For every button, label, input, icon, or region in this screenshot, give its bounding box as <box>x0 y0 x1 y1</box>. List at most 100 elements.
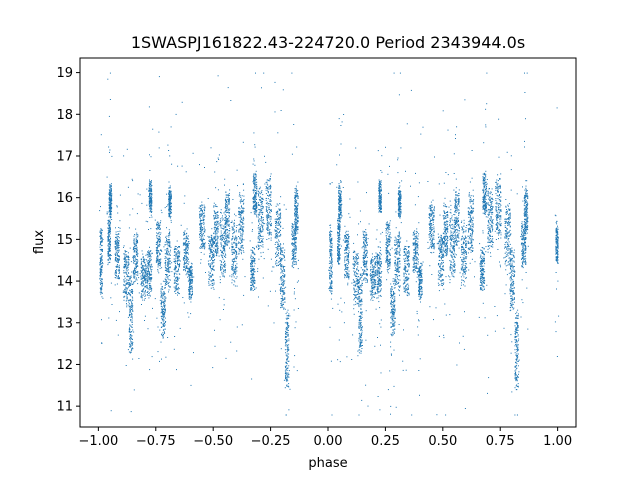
data-point <box>284 270 285 271</box>
data-point <box>229 209 230 210</box>
data-point <box>266 206 267 207</box>
data-point <box>256 192 257 193</box>
data-point <box>199 211 200 212</box>
data-point <box>229 241 230 242</box>
data-point <box>111 183 112 184</box>
data-point <box>111 219 112 220</box>
data-point <box>125 251 126 252</box>
data-point <box>224 251 225 252</box>
data-point <box>228 87 229 88</box>
data-point <box>258 246 259 247</box>
data-point <box>165 310 166 311</box>
data-point <box>201 259 202 260</box>
data-point <box>168 239 169 240</box>
data-point <box>143 283 144 284</box>
data-point <box>141 295 142 296</box>
data-point <box>109 199 110 200</box>
data-point <box>263 238 264 239</box>
data-point <box>223 218 224 219</box>
data-point <box>116 232 117 233</box>
data-point <box>174 276 175 277</box>
data-point <box>258 259 259 260</box>
data-point <box>229 193 230 194</box>
data-point <box>168 260 169 261</box>
data-point <box>109 150 110 151</box>
data-point <box>110 186 111 187</box>
data-point <box>161 304 162 305</box>
data-point <box>151 265 152 266</box>
data-point <box>187 238 188 239</box>
data-point <box>280 226 281 227</box>
data-point <box>135 268 136 269</box>
data-point <box>184 238 185 239</box>
data-point <box>144 320 145 321</box>
data-point <box>149 208 150 209</box>
data-point <box>176 369 177 370</box>
data-point <box>178 288 179 289</box>
data-point <box>237 170 238 171</box>
data-point <box>169 197 170 198</box>
data-point <box>190 274 191 275</box>
data-point <box>223 253 224 254</box>
data-point <box>252 256 253 257</box>
data-point <box>266 239 267 240</box>
data-point <box>162 310 163 311</box>
data-point <box>166 282 167 283</box>
data-point <box>134 276 135 277</box>
data-point <box>129 343 130 344</box>
data-point <box>107 264 108 265</box>
data-point <box>276 225 277 226</box>
data-point <box>151 201 152 202</box>
data-point <box>228 242 229 243</box>
data-point <box>283 288 284 289</box>
data-point <box>260 226 261 227</box>
data-point <box>243 183 244 184</box>
data-point <box>131 349 132 350</box>
data-point <box>177 263 178 264</box>
data-point <box>234 276 235 277</box>
data-point <box>202 246 203 247</box>
data-point <box>260 220 261 221</box>
data-point <box>146 189 147 190</box>
data-point <box>129 324 130 325</box>
data-point <box>101 249 102 250</box>
data-point <box>226 194 227 195</box>
data-point <box>101 266 102 267</box>
data-point <box>288 356 289 357</box>
data-point <box>220 218 221 219</box>
data-point <box>158 264 159 265</box>
data-point <box>237 327 238 328</box>
data-point <box>217 238 218 239</box>
data-point <box>101 242 102 243</box>
data-point <box>254 261 255 262</box>
data-point <box>108 223 109 224</box>
data-point <box>279 264 280 265</box>
data-point <box>286 360 287 361</box>
data-point <box>124 261 125 262</box>
data-point <box>200 229 201 230</box>
data-point <box>241 241 242 242</box>
data-point <box>171 195 172 196</box>
data-point <box>117 284 118 285</box>
data-point <box>169 289 170 290</box>
data-point <box>183 259 184 260</box>
data-point <box>169 263 170 264</box>
data-point <box>224 266 225 267</box>
data-point <box>125 258 126 259</box>
data-point <box>130 300 131 301</box>
data-point <box>202 205 203 206</box>
data-point <box>269 178 270 179</box>
data-point <box>242 246 243 247</box>
data-point <box>109 223 110 224</box>
data-point <box>199 217 200 218</box>
data-point <box>117 234 118 235</box>
data-point <box>179 259 180 260</box>
data-point <box>179 273 180 274</box>
data-point <box>111 190 112 191</box>
data-point <box>236 263 237 264</box>
data-point <box>225 219 226 220</box>
data-point <box>148 297 149 298</box>
data-point <box>258 228 259 229</box>
data-point <box>238 232 239 233</box>
data-point <box>147 280 148 281</box>
